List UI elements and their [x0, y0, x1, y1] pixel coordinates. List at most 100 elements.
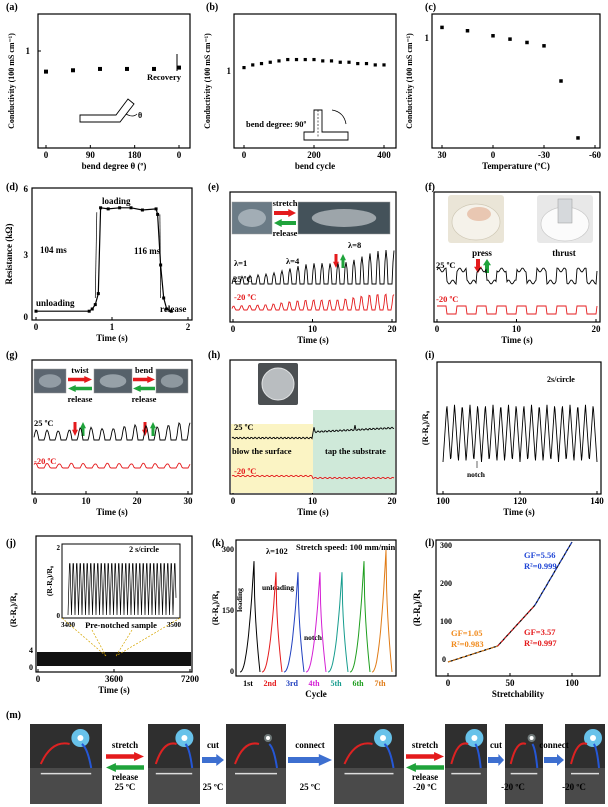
panel-m-label: (m) [6, 710, 21, 721]
panel-m-right-stretch-arrow [406, 752, 444, 761]
panel-b-frame [233, 13, 397, 149]
panel-g-xtick-label: 30 [184, 496, 194, 506]
panel-d-t2-text: 116 ms [134, 246, 161, 256]
panel-k-cycle-label: 1st [243, 679, 253, 688]
panel-b-point [286, 57, 290, 62]
panel-f-t25: 25 ºC [436, 260, 456, 270]
panel-g-photo-1 [33, 368, 67, 394]
panel-m-right-release-arrow [406, 763, 444, 772]
panel-l-ytick-label: 300 [440, 541, 452, 550]
panel-e-tm20: -20 ºC [234, 292, 256, 302]
panel-a-recovery-text: Recovery [147, 72, 182, 82]
panel-h-tap-region [313, 410, 395, 493]
panel-d-point [106, 207, 110, 211]
panel-l-ytick-label: 200 [440, 579, 452, 588]
panel-h-xlabel: Time (s) [297, 507, 329, 517]
panel-e-up-arrow [340, 254, 346, 268]
panel-d-point [90, 307, 94, 311]
panel-b-point [312, 57, 316, 62]
panel-g-photo-3 [155, 368, 189, 394]
panel-c-label: (c) [425, 2, 436, 13]
panel-g-twist-arrow [68, 376, 92, 383]
panel-g-bend-arrow [133, 376, 155, 383]
panel-f-press-text: press [472, 248, 492, 258]
panel-d-ytick-label: 6 [24, 184, 29, 194]
panel-k-cycle-label: 6th [352, 679, 364, 688]
panel-d-ytick-label: 3 [24, 250, 29, 260]
panel-j-zoom-line-4 [115, 617, 181, 657]
panel-d-xtick-label: 2 [186, 322, 191, 332]
panel-g-frame [31, 359, 193, 495]
panel-l-ytick-label: 100 [440, 617, 452, 626]
panel-f-up-arrow [483, 259, 491, 273]
panel-g-down-arrow-1 [72, 422, 78, 436]
panel-f-xlabel: Time (s) [501, 335, 533, 345]
panel-d-ytick-label: 0 [24, 312, 29, 322]
panel-m-left-temp-2: 25 ºC [203, 782, 224, 792]
panel-m-left-cut-arrow [202, 754, 224, 766]
panel-i-xtick-label: 120 [513, 496, 527, 506]
panel-h-xtick-label: 0 [231, 496, 236, 506]
panel-e-photo-right [297, 201, 391, 235]
panel-k-cycle-6 [349, 561, 371, 673]
panel-e-series-m20C [231, 293, 395, 311]
panel-c-point [542, 44, 546, 48]
panel-j-inset-series [67, 563, 177, 616]
panel-a-xtick-label: 90 [86, 150, 96, 160]
panel-h-tm20: -20 ºC [234, 466, 256, 476]
panel-a-xtick-label: 0 [177, 150, 182, 160]
panel-a-point [98, 66, 102, 71]
panel-g-photo-2 [93, 368, 133, 394]
panel-k-ytick-label: 300 [222, 545, 234, 554]
panel-b-point [347, 60, 351, 64]
panel-d-point [96, 292, 100, 296]
panel-l-gf3: GF=5.56 [524, 550, 556, 560]
panel-m-right-temp-1: -20 ºC [413, 782, 437, 792]
panel-h-photo [258, 363, 298, 405]
panel-g-twist-release-arrow [68, 385, 92, 392]
panel-e-xtick-label: 20 [388, 324, 398, 334]
panel-i-xtick-label: 140 [590, 496, 604, 506]
panel-f-series-m20C [437, 305, 598, 315]
panel-c-point [559, 79, 563, 83]
panel-g-release2-text: release [132, 394, 157, 404]
panel-l-fit-1 [447, 645, 498, 663]
panel-k-label: (k) [212, 538, 224, 549]
panel-k-ylabel: (R-R₀)/R₀ [210, 590, 220, 625]
panel-g-twist-text: twist [71, 365, 89, 375]
panel-j-ylabel: (R-R₀)/R₀ [8, 592, 18, 627]
panel-d-point [99, 206, 103, 210]
panel-k-cycle-label: 5th [330, 679, 342, 688]
panel-l-gf1: GF=1.05 [451, 628, 483, 638]
panel-d-point [169, 309, 173, 313]
panel-i-series [442, 404, 598, 463]
panel-g-up-arrow-2 [150, 422, 156, 436]
panel-a-frame [37, 13, 191, 149]
panel-j-zoom-line-3 [61, 617, 107, 657]
panel-k-loading-text: loading [235, 588, 244, 612]
panel-l-label: (l) [425, 538, 434, 549]
panel-c-point [508, 37, 512, 41]
panel-m-right-temp-3: -20 ºC [562, 782, 586, 792]
panel-g-series-m20C [33, 462, 191, 469]
panel-i-frame [436, 361, 602, 495]
panel-k-cycle-5 [327, 572, 349, 673]
panel-d-series [36, 207, 172, 312]
panel-k-notch-text: notch [304, 633, 323, 642]
panel-h-blow-region [231, 424, 313, 493]
panel-e-xtick-label: 10 [308, 324, 318, 334]
panel-m-left-temp-1: 25 ºC [115, 782, 136, 792]
panel-b-bend-inset [303, 109, 349, 141]
panel-c-xtick-label: -30 [538, 150, 550, 160]
panel-a-point [125, 66, 129, 71]
panel-k-cycle-label: 3rd [286, 679, 299, 688]
panel-d-point [140, 208, 144, 212]
panel-m-left-release-arrow [106, 763, 144, 772]
panel-c-ylabel: Conductivity (100 mS cm⁻¹) [405, 33, 414, 129]
panel-b-xtick-label: 400 [377, 150, 391, 160]
panel-f-thrust-text: thrust [552, 248, 576, 258]
panel-d-ylabel: Resistance (kΩ) [4, 224, 14, 285]
panel-m-left-stretch-arrow [106, 752, 144, 761]
panel-c-xtick-label: 0 [491, 150, 496, 160]
panel-f-label: (f) [425, 182, 435, 193]
